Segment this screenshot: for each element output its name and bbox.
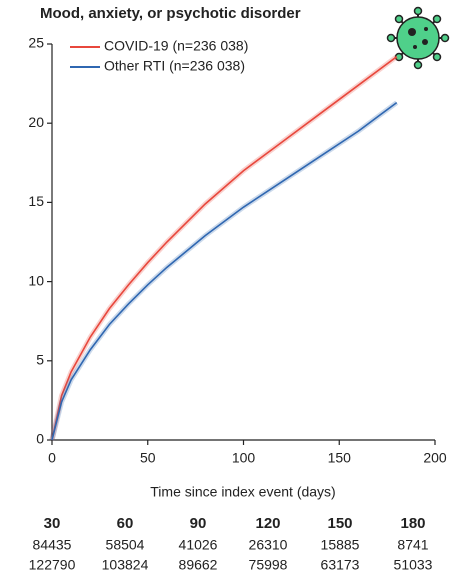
risk-cell: 103824 <box>102 557 149 573</box>
risk-header: 30 <box>44 515 61 532</box>
legend-label: Other RTI (n=236 038) <box>104 58 245 74</box>
risk-cell: 51033 <box>394 557 433 573</box>
line <box>51 56 398 441</box>
legend-label: COVID-19 (n=236 038) <box>104 38 248 54</box>
risk-cell: 58504 <box>106 537 145 553</box>
risk-cell: 63173 <box>321 557 360 573</box>
risk-header: 60 <box>117 515 134 532</box>
y-tick-label: 15 <box>28 193 44 209</box>
risk-header: 150 <box>327 515 352 532</box>
risk-cell: 8741 <box>397 537 428 553</box>
line-band <box>49 54 399 441</box>
risk-cell: 15885 <box>321 537 360 553</box>
risk-cell: 89662 <box>179 557 218 573</box>
y-tick-label: 5 <box>36 352 44 368</box>
virus-icon <box>386 6 450 70</box>
risk-cell: 84435 <box>33 537 72 553</box>
risk-cell: 122790 <box>29 557 76 573</box>
risk-cell: 75998 <box>249 557 288 573</box>
y-tick-label: 10 <box>28 272 44 288</box>
risk-header: 120 <box>255 515 280 532</box>
risk-cell: 26310 <box>249 537 288 553</box>
risk-header: 180 <box>400 515 425 532</box>
chart-title: Mood, anxiety, or psychotic disorder <box>40 5 301 22</box>
x-tick-label: 200 <box>423 450 447 466</box>
x-tick-label: 100 <box>232 450 256 466</box>
risk-cell: 41026 <box>179 537 218 553</box>
line-band <box>49 100 399 441</box>
y-tick-label: 0 <box>36 431 44 447</box>
risk-header: 90 <box>190 515 207 532</box>
x-tick-label: 0 <box>48 450 56 466</box>
x-tick-label: 50 <box>140 450 156 466</box>
y-tick-label: 25 <box>28 35 44 51</box>
line <box>51 101 398 441</box>
x-tick-label: 150 <box>328 450 352 466</box>
y-tick-label: 20 <box>28 114 44 130</box>
x-axis-label: Time since index event (days) <box>150 484 335 500</box>
